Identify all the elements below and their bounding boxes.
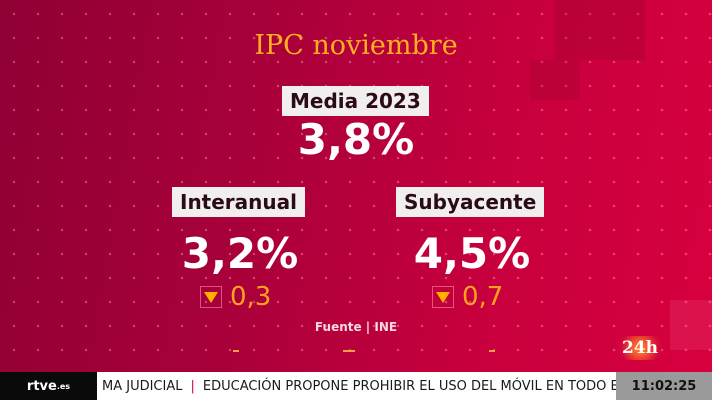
ticker-separator: | [190,378,195,394]
subyacente-label: Subyacente [396,187,545,217]
ticker-headlines: MA JUDICIAL | EDUCACIÓN PROPONE PROHIBIR… [97,372,616,400]
source-label: Fuente | INE [314,320,398,334]
subyacente-change: 0,7 [432,282,503,312]
clock: 11:02:25 [616,372,712,400]
decorative-dash [343,350,355,352]
decorative-dash [489,350,495,352]
down-arrow-icon [432,286,454,308]
subyacente-change-value: 0,7 [462,282,504,312]
ticker-item: EDUCACIÓN PROPONE PROHIBIR EL USO DEL MÓ… [202,378,616,394]
rtve-logo: rtve .es [0,372,97,400]
background-blocks [0,0,712,372]
interanual-change-value: 0,3 [230,282,272,312]
ticker-item: MA JUDICIAL [102,378,183,394]
subyacente-value: 4,5% [413,229,531,278]
background-grid [0,0,712,372]
interanual-label: Interanual [172,187,305,217]
media-value: 3,8% [297,115,415,164]
channel-24h-logo: 24h [618,336,663,360]
news-ticker: rtve .es MA JUDICIAL | EDUCACIÓN PROPONE … [0,372,712,400]
decorative-dash [233,350,239,352]
media-label: Media 2023 [282,86,429,116]
down-arrow-icon [200,286,222,308]
graphic-title: IPC noviembre [254,30,458,61]
interanual-value: 3,2% [181,229,299,278]
interanual-change: 0,3 [200,282,271,312]
